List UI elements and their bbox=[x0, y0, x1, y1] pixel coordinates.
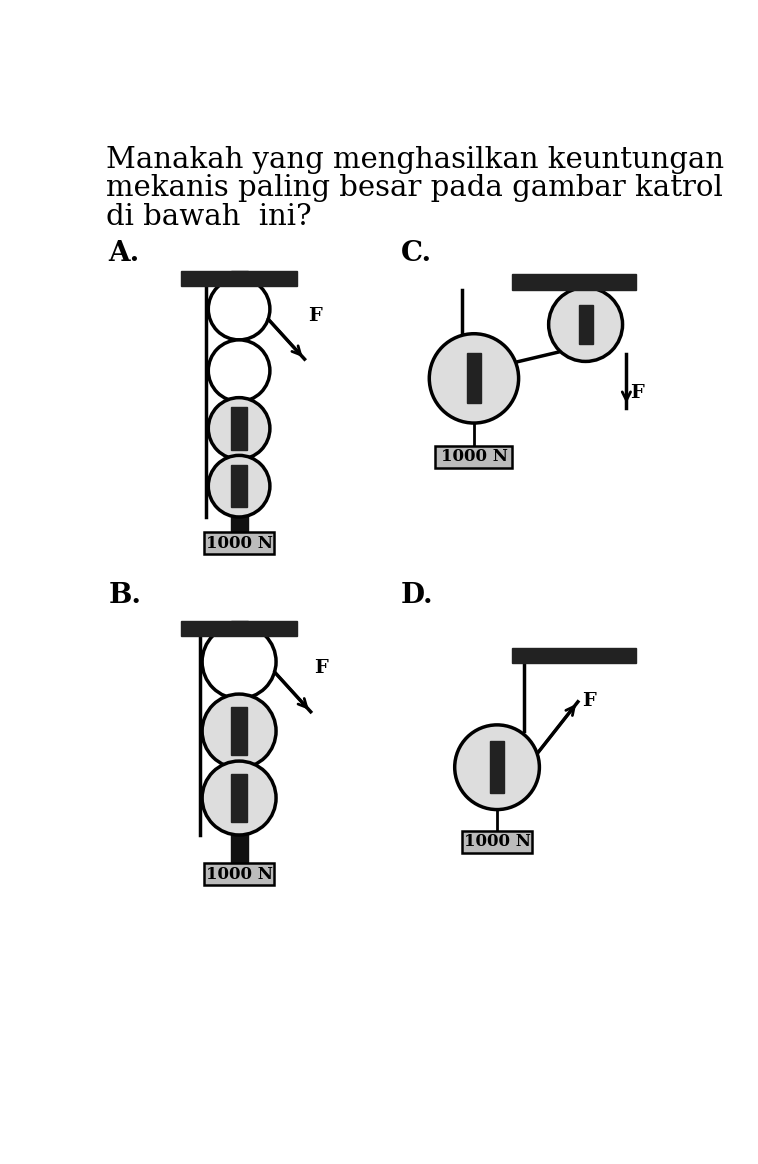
Bar bbox=[512, 275, 636, 290]
Text: 1000 N: 1000 N bbox=[205, 866, 273, 882]
Bar bbox=[181, 270, 297, 286]
Text: 1000 N: 1000 N bbox=[440, 448, 507, 466]
Bar bbox=[231, 774, 247, 822]
Bar bbox=[230, 620, 248, 864]
FancyBboxPatch shape bbox=[205, 864, 274, 885]
Circle shape bbox=[429, 334, 518, 423]
Bar bbox=[578, 305, 593, 343]
FancyBboxPatch shape bbox=[462, 831, 531, 853]
Text: mekanis paling besar pada gambar katrol: mekanis paling besar pada gambar katrol bbox=[106, 175, 723, 203]
Text: C.: C. bbox=[401, 240, 432, 267]
Bar bbox=[490, 741, 504, 794]
Text: F: F bbox=[315, 659, 328, 677]
Text: 1000 N: 1000 N bbox=[205, 534, 273, 552]
Circle shape bbox=[208, 398, 270, 460]
Circle shape bbox=[202, 625, 276, 698]
FancyBboxPatch shape bbox=[205, 532, 274, 554]
Text: F: F bbox=[309, 306, 322, 325]
Text: di bawah  ini?: di bawah ini? bbox=[106, 203, 312, 230]
Bar bbox=[230, 270, 248, 532]
Text: B.: B. bbox=[108, 582, 141, 610]
Text: F: F bbox=[581, 691, 596, 710]
Text: D.: D. bbox=[401, 582, 434, 610]
Text: 1000 N: 1000 N bbox=[464, 833, 531, 851]
Text: A.: A. bbox=[108, 240, 139, 267]
Bar bbox=[231, 708, 247, 755]
Bar bbox=[231, 464, 247, 508]
Bar bbox=[181, 620, 297, 637]
Bar bbox=[512, 648, 636, 663]
Circle shape bbox=[202, 694, 276, 768]
Circle shape bbox=[549, 288, 622, 362]
Circle shape bbox=[202, 761, 276, 835]
Circle shape bbox=[208, 455, 270, 517]
Circle shape bbox=[208, 278, 270, 340]
Text: Manakah yang menghasilkan keuntungan: Manakah yang menghasilkan keuntungan bbox=[106, 146, 724, 173]
Circle shape bbox=[208, 340, 270, 402]
FancyBboxPatch shape bbox=[435, 446, 512, 468]
Text: F: F bbox=[630, 384, 644, 403]
Circle shape bbox=[455, 725, 540, 810]
Bar bbox=[231, 407, 247, 449]
Bar bbox=[467, 354, 481, 404]
